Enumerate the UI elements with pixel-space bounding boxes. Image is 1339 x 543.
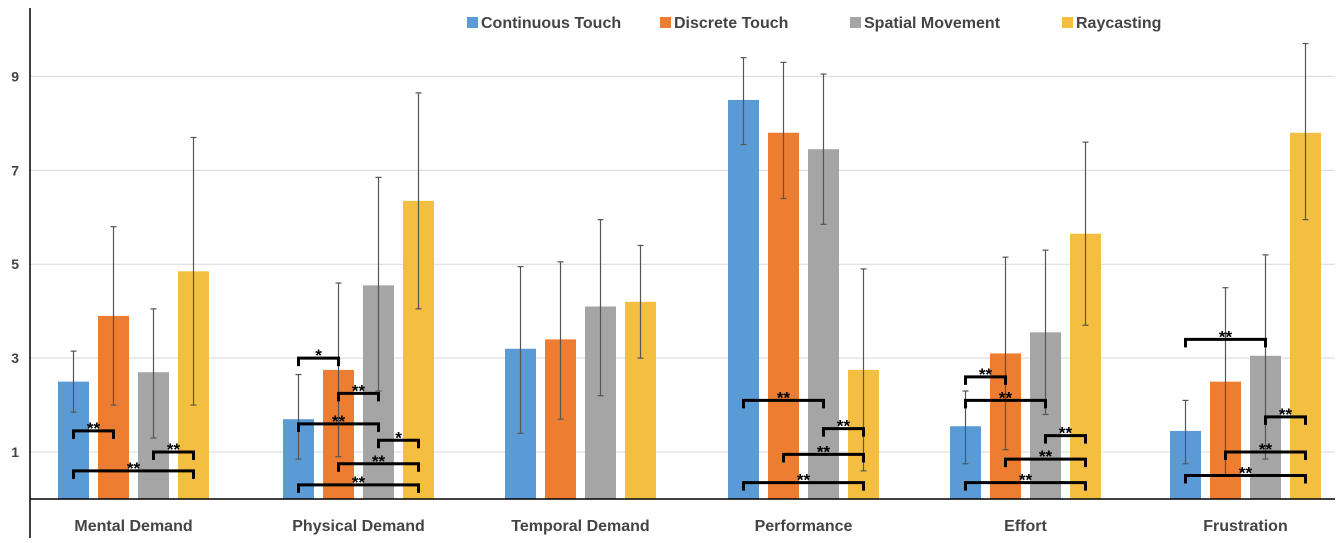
legend-label: Spatial Movement (864, 15, 1001, 32)
significance-label: ** (372, 452, 386, 471)
legend-swatch (467, 17, 478, 28)
error-bars (70, 42, 1309, 477)
significance-bracket (964, 375, 1007, 385)
significance-label: ** (167, 440, 181, 459)
category-label: Performance (755, 518, 853, 535)
category-label: Mental Demand (74, 518, 192, 535)
significance-bracket (377, 438, 420, 449)
significance-bracket (1004, 457, 1087, 468)
significance-label: ** (127, 459, 141, 478)
significance-bracket (1184, 337, 1267, 348)
significance-bracket (337, 391, 380, 402)
y-tick-label: 1 (11, 444, 19, 460)
significance-bracket (337, 462, 420, 472)
significance-label: ** (1039, 447, 1053, 466)
category-label: Physical Demand (292, 518, 425, 535)
significance-label: ** (352, 473, 366, 492)
significance-bracket (152, 450, 195, 461)
significance-label: * (315, 346, 322, 365)
significance-label: ** (352, 381, 366, 400)
significance-bracket (964, 481, 1087, 491)
significance-brackets: ****************************************… (72, 327, 1307, 493)
axes: 1 3 5 7 9 Mental Demand Physical Demand Tempora… (11, 8, 1335, 538)
bars (58, 99, 1321, 500)
significance-bracket (964, 398, 1047, 409)
category-label: Effort (1004, 518, 1047, 535)
category-label: Temporal Demand (511, 518, 649, 535)
significance-label: ** (797, 471, 811, 490)
legend-swatch (1062, 17, 1073, 28)
legend-label: Discrete Touch (674, 15, 788, 32)
significance-label: ** (999, 388, 1013, 407)
significance-label: ** (837, 417, 851, 436)
legend-label: Continuous Touch (481, 15, 621, 32)
significance-label: ** (332, 412, 346, 431)
significance-bracket (1264, 415, 1307, 425)
significance-bracket (1184, 474, 1307, 484)
significance-bracket (742, 481, 865, 491)
y-tick-label: 9 (11, 68, 19, 84)
significance-bracket (742, 398, 825, 409)
significance-bracket (72, 469, 195, 479)
category-label: Frustration (1203, 518, 1287, 535)
significance-label: ** (1219, 327, 1233, 346)
legend: Continuous Touch Discrete Touch Spatial Mo… (467, 15, 1161, 32)
significance-bracket (1224, 450, 1307, 461)
significance-label: ** (1059, 424, 1073, 443)
y-tick-label: 7 (11, 162, 19, 178)
significance-label: ** (1019, 471, 1033, 490)
y-tick-label: 5 (11, 256, 19, 272)
y-tick-label: 3 (11, 350, 19, 366)
significance-label: ** (1239, 464, 1253, 483)
significance-bracket (782, 452, 865, 463)
significance-bracket (822, 427, 865, 437)
significance-bracket (297, 356, 340, 367)
legend-swatch (660, 17, 671, 28)
significance-bracket (297, 483, 420, 493)
significance-label: ** (777, 388, 791, 407)
significance-label: * (395, 428, 402, 447)
significance-label: ** (87, 419, 101, 438)
legend-swatch (850, 17, 861, 28)
significance-label: ** (817, 442, 831, 461)
significance-bracket (1044, 434, 1087, 444)
gridlines (30, 75, 1335, 453)
bar (728, 99, 759, 500)
significance-label: ** (979, 365, 993, 384)
significance-bracket (72, 429, 115, 439)
significance-label: ** (1279, 405, 1293, 424)
legend-label: Raycasting (1076, 15, 1161, 32)
significance-label: ** (1259, 440, 1273, 459)
significance-bracket (297, 422, 380, 432)
